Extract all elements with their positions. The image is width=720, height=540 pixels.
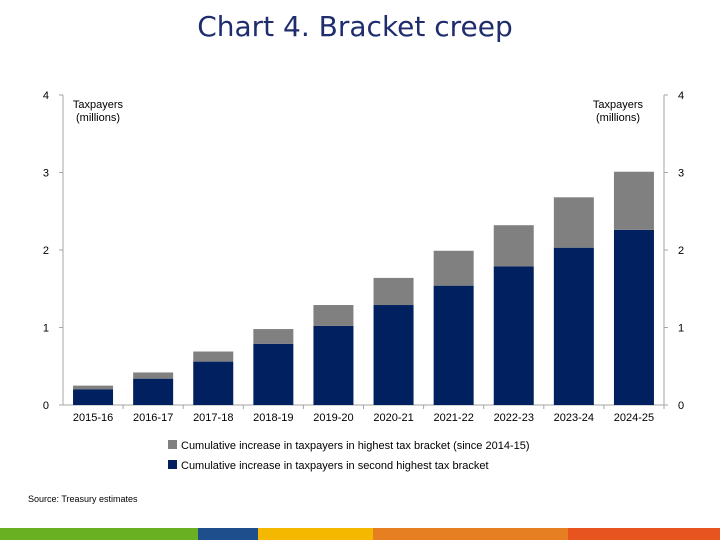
x-tick-label: 2023-24 xyxy=(554,412,594,424)
y-axis-title-left: Taxpayers xyxy=(73,99,124,111)
y-tick-label-right: 1 xyxy=(678,323,684,335)
bar-highest xyxy=(493,225,534,267)
y-tick-label-left: 1 xyxy=(43,323,49,335)
footer-segment-green xyxy=(0,528,198,540)
bar-highest xyxy=(133,372,174,379)
y-axis-title-left: (millions) xyxy=(76,112,120,124)
y-tick-label-left: 4 xyxy=(43,90,49,102)
bar-second-highest xyxy=(613,229,654,405)
x-tick-label: 2018-19 xyxy=(253,412,293,424)
y-tick-label-right: 2 xyxy=(678,245,684,257)
legend-swatch xyxy=(168,440,177,449)
x-tick-label: 2017-18 xyxy=(193,412,233,424)
footer-segment-blue xyxy=(198,528,258,540)
legend-label: Cumulative increase in taxpayers in high… xyxy=(181,440,530,452)
bar-highest xyxy=(613,171,654,230)
legend-label: Cumulative increase in taxpayers in seco… xyxy=(181,460,489,472)
y-tick-label-right: 4 xyxy=(678,90,684,102)
bar-highest xyxy=(433,250,474,286)
bar-second-highest xyxy=(553,247,594,405)
bar-second-highest xyxy=(193,361,234,405)
y-tick-label-right: 0 xyxy=(678,400,684,412)
bar-second-highest xyxy=(493,266,534,405)
footer-color-bar xyxy=(0,528,720,540)
bar-highest xyxy=(553,197,594,248)
bar-highest xyxy=(73,385,114,390)
bar-second-highest xyxy=(313,325,354,405)
bar-highest xyxy=(253,329,294,344)
legend-swatch xyxy=(168,460,177,469)
bar-second-highest xyxy=(433,285,474,405)
bar-highest xyxy=(313,305,354,326)
bar-highest xyxy=(373,277,414,306)
bar-second-highest xyxy=(253,343,294,405)
footer-segment-orange xyxy=(373,528,568,540)
y-tick-label-left: 3 xyxy=(43,168,49,180)
bar-highest xyxy=(193,351,234,362)
x-tick-label: 2019-20 xyxy=(313,412,353,424)
x-tick-label: 2016-17 xyxy=(133,412,173,424)
y-tick-label-left: 2 xyxy=(43,245,49,257)
y-axis-title-right: (millions) xyxy=(596,112,640,124)
source-note: Source: Treasury estimates xyxy=(28,494,138,504)
y-axis-title-right: Taxpayers xyxy=(593,99,644,111)
y-tick-label-left: 0 xyxy=(43,400,49,412)
bar-second-highest xyxy=(373,305,414,405)
slide-title: Chart 4. Bracket creep xyxy=(197,10,513,43)
bar-second-highest xyxy=(73,389,114,405)
x-tick-label: 2021-22 xyxy=(433,412,473,424)
footer-segment-yellow xyxy=(258,528,373,540)
y-tick-label-right: 3 xyxy=(678,168,684,180)
bar-second-highest xyxy=(133,378,174,405)
x-tick-label: 2022-23 xyxy=(494,412,534,424)
x-tick-label: 2020-21 xyxy=(373,412,413,424)
footer-segment-red xyxy=(568,528,720,540)
x-tick-label: 2024-25 xyxy=(614,412,654,424)
x-tick-label: 2015-16 xyxy=(73,412,113,424)
